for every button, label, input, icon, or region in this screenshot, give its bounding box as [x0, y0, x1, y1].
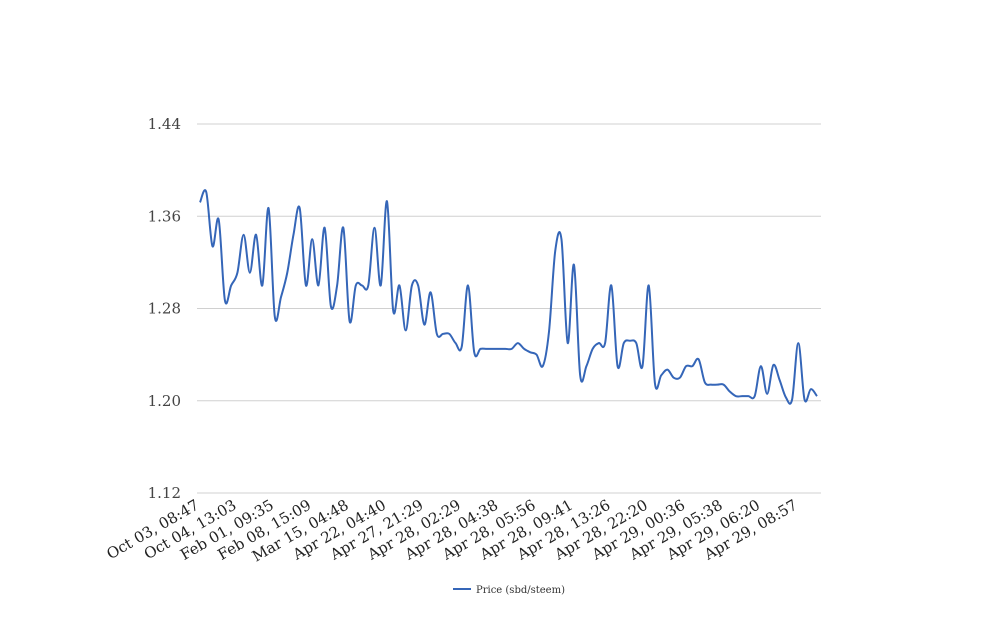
- y-tick-label: 1.28: [148, 300, 181, 318]
- legend: Price (sbd/steem): [453, 585, 565, 596]
- series-line-0: [199, 189, 818, 405]
- y-tick-label: 1.20: [148, 392, 181, 410]
- y-tick-label: 1.44: [148, 115, 181, 133]
- y-axis-ticks: 1.12 1.20 1.28 1.36 1.44: [148, 115, 181, 502]
- y-tick-label: 1.12: [148, 484, 181, 502]
- series-layer: [199, 189, 818, 405]
- y-tick-label: 1.36: [148, 207, 181, 225]
- gridlines: [197, 123, 821, 494]
- legend-label: Price (sbd/steem): [476, 585, 565, 596]
